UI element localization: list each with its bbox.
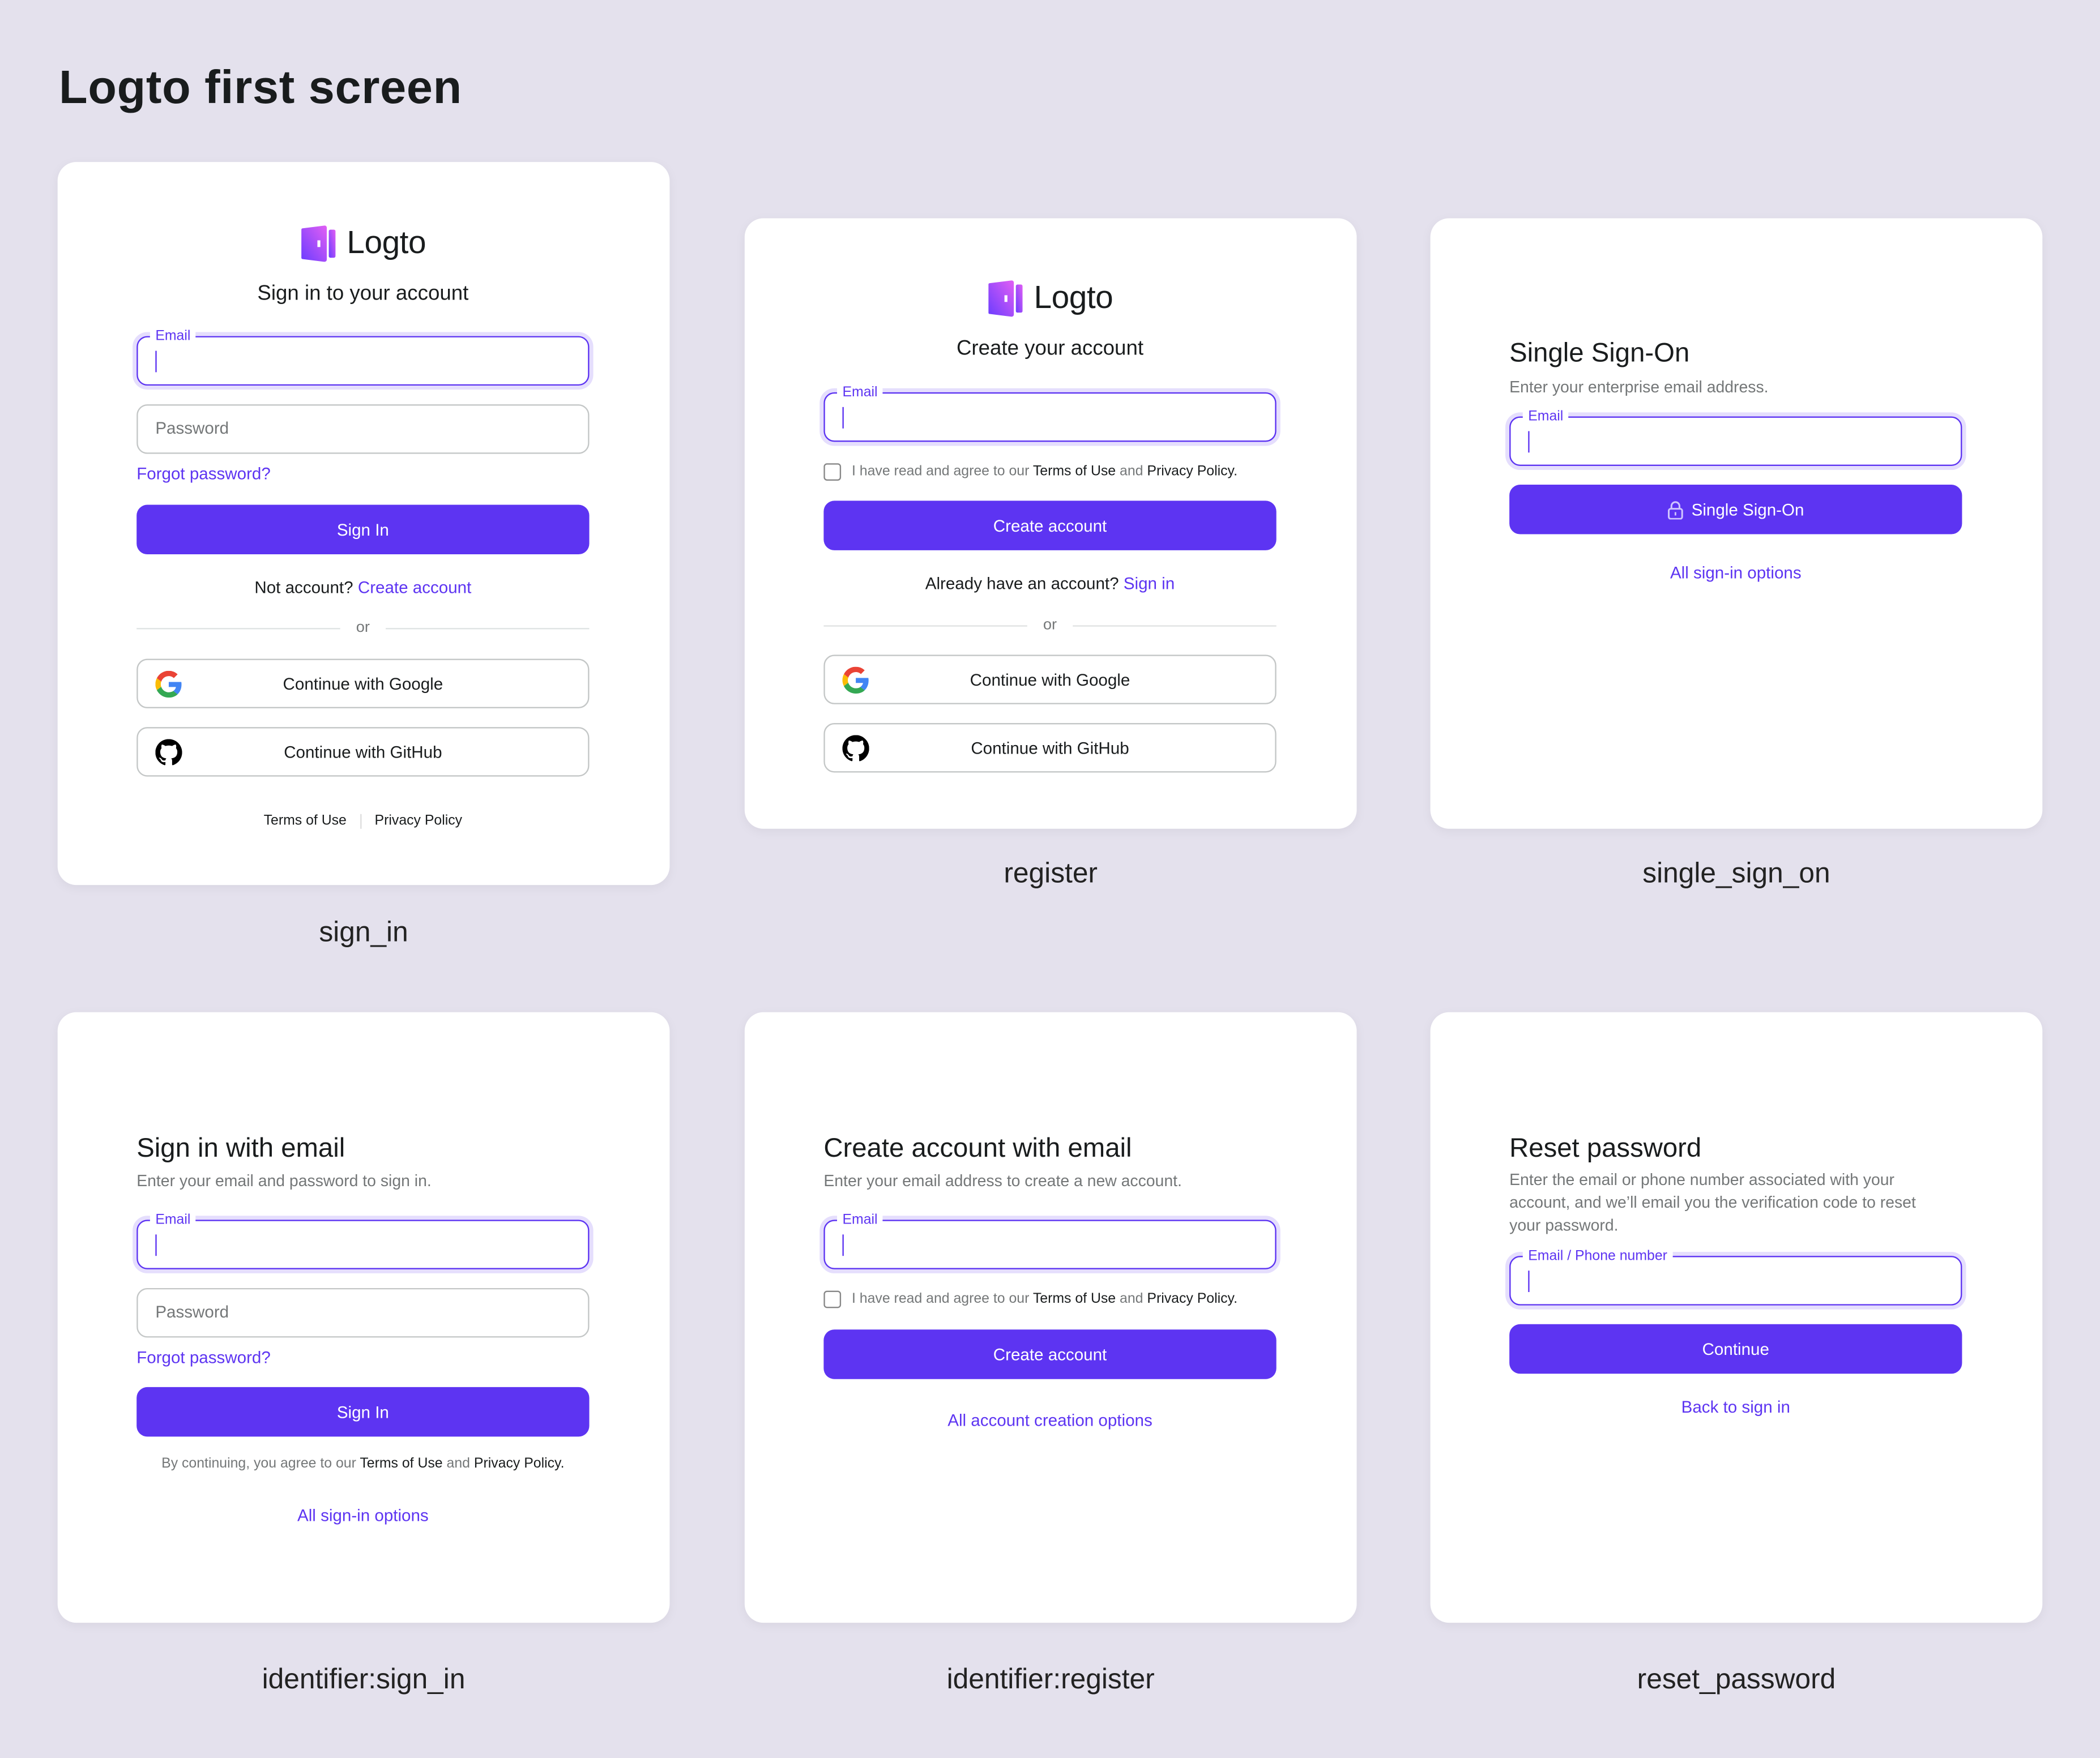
text-cursor	[155, 350, 157, 373]
text-cursor	[1528, 1271, 1530, 1293]
card-heading: Create your account	[956, 337, 1144, 361]
sso-button[interactable]: Single Sign-On	[1509, 485, 1962, 534]
privacy-link[interactable]: Privacy Policy.	[1147, 1290, 1238, 1307]
no-account-text: Not account?	[254, 578, 353, 597]
google-icon	[155, 671, 182, 698]
password-placeholder: Password	[155, 419, 229, 438]
email-label: Email	[150, 327, 196, 346]
google-button[interactable]: Continue with Google	[823, 655, 1277, 704]
text-cursor	[842, 407, 844, 429]
text-cursor	[155, 1234, 157, 1256]
password-input[interactable]: Password	[136, 1288, 590, 1338]
sso-card: Single Sign-On Enter your enterprise ema…	[1430, 218, 2043, 829]
card-subtitle: Enter your email address to create a new…	[823, 1171, 1182, 1191]
back-to-sign-in-link[interactable]: Back to sign in	[1681, 1397, 1790, 1417]
google-button-label: Continue with Google	[283, 674, 443, 693]
terms-notice: By continuing, you agree to our Terms of…	[161, 1455, 565, 1472]
or-divider: or	[136, 614, 590, 641]
sign-in-button[interactable]: Sign In	[136, 504, 590, 555]
footer-separator	[360, 813, 361, 828]
card-heading: Create account with email	[823, 1133, 1132, 1164]
text-cursor	[1528, 431, 1530, 453]
email-label: Email	[837, 383, 883, 402]
logo: Logto	[58, 223, 670, 266]
create-account-link[interactable]: Create account	[357, 578, 472, 597]
reset-password-card: Reset password Enter the email or phone …	[1430, 1012, 2043, 1623]
github-icon	[155, 739, 182, 765]
forgot-password-link[interactable]: Forgot password?	[136, 464, 271, 484]
google-button[interactable]: Continue with Google	[136, 658, 590, 708]
logo-wordmark: Logto	[347, 225, 426, 262]
privacy-link[interactable]: Privacy Policy.	[1147, 463, 1238, 480]
card-heading: Reset password	[1509, 1133, 1702, 1164]
card-heading: Sign in with email	[136, 1133, 345, 1164]
caption-reset-password: reset_password	[1637, 1664, 1836, 1695]
github-button[interactable]: Continue with GitHub	[136, 727, 590, 777]
agree-checkbox[interactable]	[823, 463, 842, 480]
create-account-button[interactable]: Create account	[823, 501, 1277, 550]
all-sign-in-options-link[interactable]: All sign-in options	[297, 1506, 429, 1525]
text-cursor	[842, 1234, 844, 1256]
identifier-sign-in-card: Sign in with email Enter your email and …	[57, 1012, 670, 1623]
logto-logo-icon	[988, 279, 1023, 319]
card-heading: Sign in to your account	[257, 282, 469, 306]
sign-in-link[interactable]: Sign in	[1123, 574, 1175, 593]
caption-sso: single_sign_on	[1642, 858, 1830, 889]
google-icon	[842, 667, 869, 694]
have-account-row: Already have an account? Sign in	[925, 574, 1175, 593]
logo-wordmark: Logto	[1034, 280, 1113, 316]
caption-sign-in: sign_in	[319, 917, 408, 948]
email-phone-input[interactable]: Email / Phone number	[1509, 1246, 1962, 1306]
caption-identifier-sign-in: identifier:sign_in	[262, 1664, 466, 1695]
footer-links: Terms of Use Privacy Policy	[136, 807, 589, 834]
terms-link[interactable]: Terms of Use	[1032, 1290, 1116, 1307]
email-input[interactable]: Email	[823, 383, 1277, 442]
caption-identifier-register: identifier:register	[946, 1664, 1155, 1695]
card-subtitle: Enter your enterprise email address.	[1509, 377, 1769, 396]
logto-logo-icon	[301, 224, 336, 264]
lock-icon	[1667, 501, 1683, 519]
card-subtitle: Enter the email or phone number associat…	[1509, 1170, 1916, 1235]
or-divider: or	[823, 612, 1277, 639]
terms-link[interactable]: Terms of Use	[263, 812, 347, 829]
all-account-creation-options-link[interactable]: All account creation options	[947, 1411, 1153, 1430]
email-input[interactable]: Email	[136, 327, 590, 386]
register-card: Logto Create your account Email I have r…	[744, 218, 1357, 829]
github-button[interactable]: Continue with GitHub	[823, 722, 1277, 773]
terms-agreement: I have read and agree to our Terms of Us…	[823, 458, 1276, 485]
page-title: Logto first screen	[59, 61, 462, 114]
card-heading: Single Sign-On	[1509, 339, 1690, 369]
caption-register: register	[1004, 858, 1098, 889]
logo: Logto	[745, 277, 1357, 320]
sign-in-card: Logto Sign in to your account Email Pass…	[57, 162, 670, 886]
terms-agreement: I have read and agree to our Terms of Us…	[823, 1285, 1276, 1312]
forgot-password-link[interactable]: Forgot password?	[136, 1348, 271, 1367]
agree-checkbox[interactable]	[823, 1290, 842, 1308]
password-input[interactable]: Password	[136, 404, 590, 454]
privacy-link[interactable]: Privacy Policy	[374, 812, 463, 829]
create-account-button[interactable]: Create account	[823, 1329, 1277, 1379]
continue-button[interactable]: Continue	[1509, 1324, 1962, 1374]
email-input[interactable]: Email	[823, 1210, 1277, 1269]
terms-link[interactable]: Terms of Use	[360, 1455, 443, 1472]
identifier-register-card: Create account with email Enter your ema…	[744, 1012, 1357, 1623]
email-input[interactable]: Email	[136, 1210, 590, 1269]
card-subtitle: Enter your email and password to sign in…	[136, 1171, 432, 1191]
github-icon	[842, 735, 869, 762]
email-input[interactable]: Email	[1509, 407, 1962, 466]
all-sign-in-options-link[interactable]: All sign-in options	[1670, 563, 1802, 583]
sign-in-button[interactable]: Sign In	[136, 1387, 590, 1437]
github-button-label: Continue with GitHub	[284, 742, 442, 762]
privacy-link[interactable]: Privacy Policy.	[473, 1455, 565, 1472]
terms-link[interactable]: Terms of Use	[1032, 463, 1116, 480]
no-account-row: Not account? Create account	[136, 574, 589, 601]
or-text: or	[356, 619, 370, 636]
